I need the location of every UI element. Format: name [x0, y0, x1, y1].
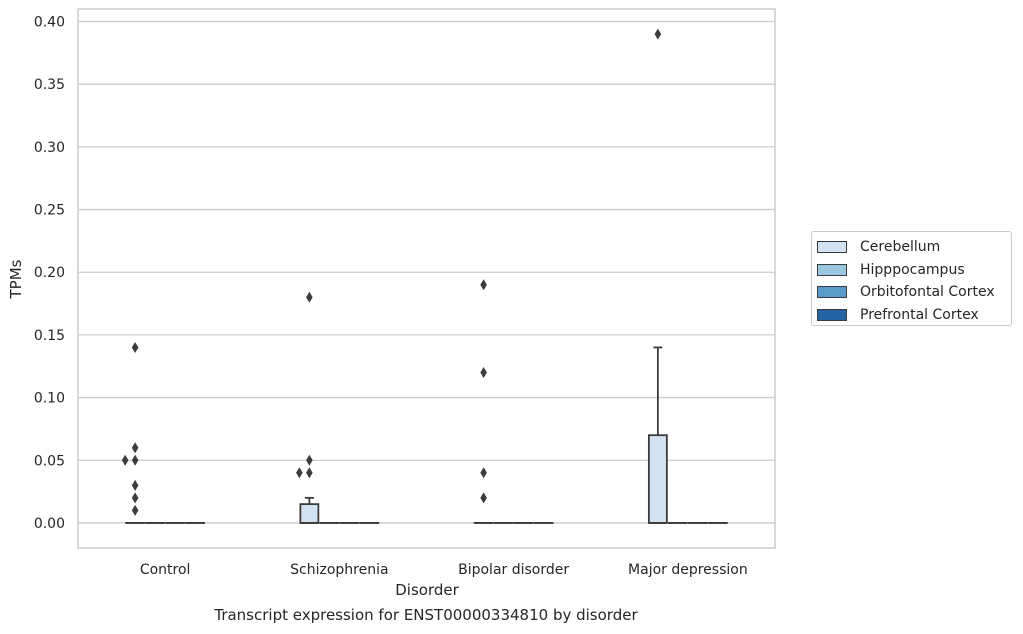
- legend-label-cerebellum: Cerebellum: [860, 239, 941, 256]
- outlier-point: [306, 454, 313, 466]
- chart-caption: Transcript expression for ENST0000033481…: [214, 606, 638, 624]
- x-tick-label: Bipolar disorder: [458, 562, 569, 578]
- x-tick-label: Schizophrenia: [290, 562, 388, 578]
- outlier-point: [131, 479, 139, 491]
- outlier-point: [121, 454, 129, 466]
- outlier-point: [131, 504, 139, 516]
- y-tick-labels: 0.00 0.05 0.10 0.15 0.20 0.25 0.30 0.35 0.40: [34, 15, 65, 532]
- legend-swatch-cerebellum: [817, 241, 847, 254]
- outlier-point: [654, 28, 662, 40]
- outlier-point: [306, 467, 313, 479]
- y-axis-label: TPMs: [7, 259, 25, 299]
- outlier-point: [480, 467, 487, 479]
- outlier-point: [480, 367, 487, 379]
- x-tick-label: Control: [140, 562, 191, 578]
- x-tick-labels: Control Schizophrenia Bipolar disorder Majo…: [140, 562, 748, 578]
- outlier-point: [296, 467, 303, 479]
- outlier-point: [131, 492, 139, 504]
- box: [299, 503, 320, 524]
- y-tick-label: 0.40: [34, 15, 65, 31]
- legend-label-hippocampus: Hipppocampus: [860, 261, 965, 278]
- legend-swatch-hippocampus: [817, 263, 847, 276]
- legend-item-orbitofrontal-cortex: Orbitofontal Cortex: [817, 281, 1011, 304]
- outlier-point: [480, 279, 487, 291]
- y-tick-label: 0.30: [34, 140, 65, 156]
- legend-label-prefrontal-cortex: Prefrontal Cortex: [860, 306, 979, 323]
- y-tick-label: 0.15: [34, 328, 65, 344]
- legend-item-cerebellum: Cerebellum: [817, 236, 1011, 259]
- outlier-point: [131, 341, 139, 353]
- plot-frame: [77, 8, 776, 549]
- x-axis-label: Disorder: [395, 581, 459, 599]
- box: [647, 434, 668, 524]
- gridlines: [78, 20, 775, 524]
- x-tick-label: Major depression: [628, 562, 748, 578]
- legend-label-orbitofrontal-cortex: Orbitofontal Cortex: [860, 284, 995, 301]
- outlier-point: [480, 492, 487, 504]
- legend-swatch-orbitofrontal-cortex: [817, 286, 847, 299]
- legend-swatch-prefrontal-cortex: [817, 308, 847, 321]
- legend-item-hippocampus: Hipppocampus: [817, 259, 1011, 282]
- outlier-point: [131, 454, 139, 466]
- y-tick-label: 0.05: [34, 453, 65, 469]
- legend: Cerebellum Hipppocampus Orbitofontal Cor…: [811, 231, 1012, 326]
- y-tick-label: 0.20: [34, 265, 65, 281]
- y-tick-label: 0.10: [34, 391, 65, 407]
- outlier-point: [306, 291, 313, 303]
- y-tick-label: 0.35: [34, 77, 65, 93]
- y-tick-label: 0.25: [34, 203, 65, 219]
- outlier-point: [131, 442, 139, 454]
- legend-item-prefrontal-cortex: Prefrontal Cortex: [817, 304, 1011, 327]
- plot-marks: [121, 28, 728, 524]
- y-tick-label: 0.00: [34, 516, 65, 532]
